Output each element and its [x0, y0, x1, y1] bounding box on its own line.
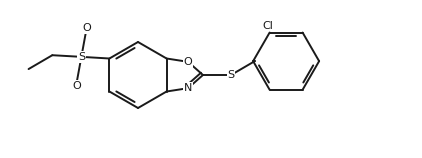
Text: S: S [227, 70, 235, 80]
Text: O: O [82, 23, 91, 33]
Text: Cl: Cl [262, 21, 273, 30]
Text: O: O [184, 57, 192, 67]
Text: S: S [78, 52, 85, 62]
Text: O: O [72, 81, 81, 91]
Text: N: N [184, 83, 192, 93]
